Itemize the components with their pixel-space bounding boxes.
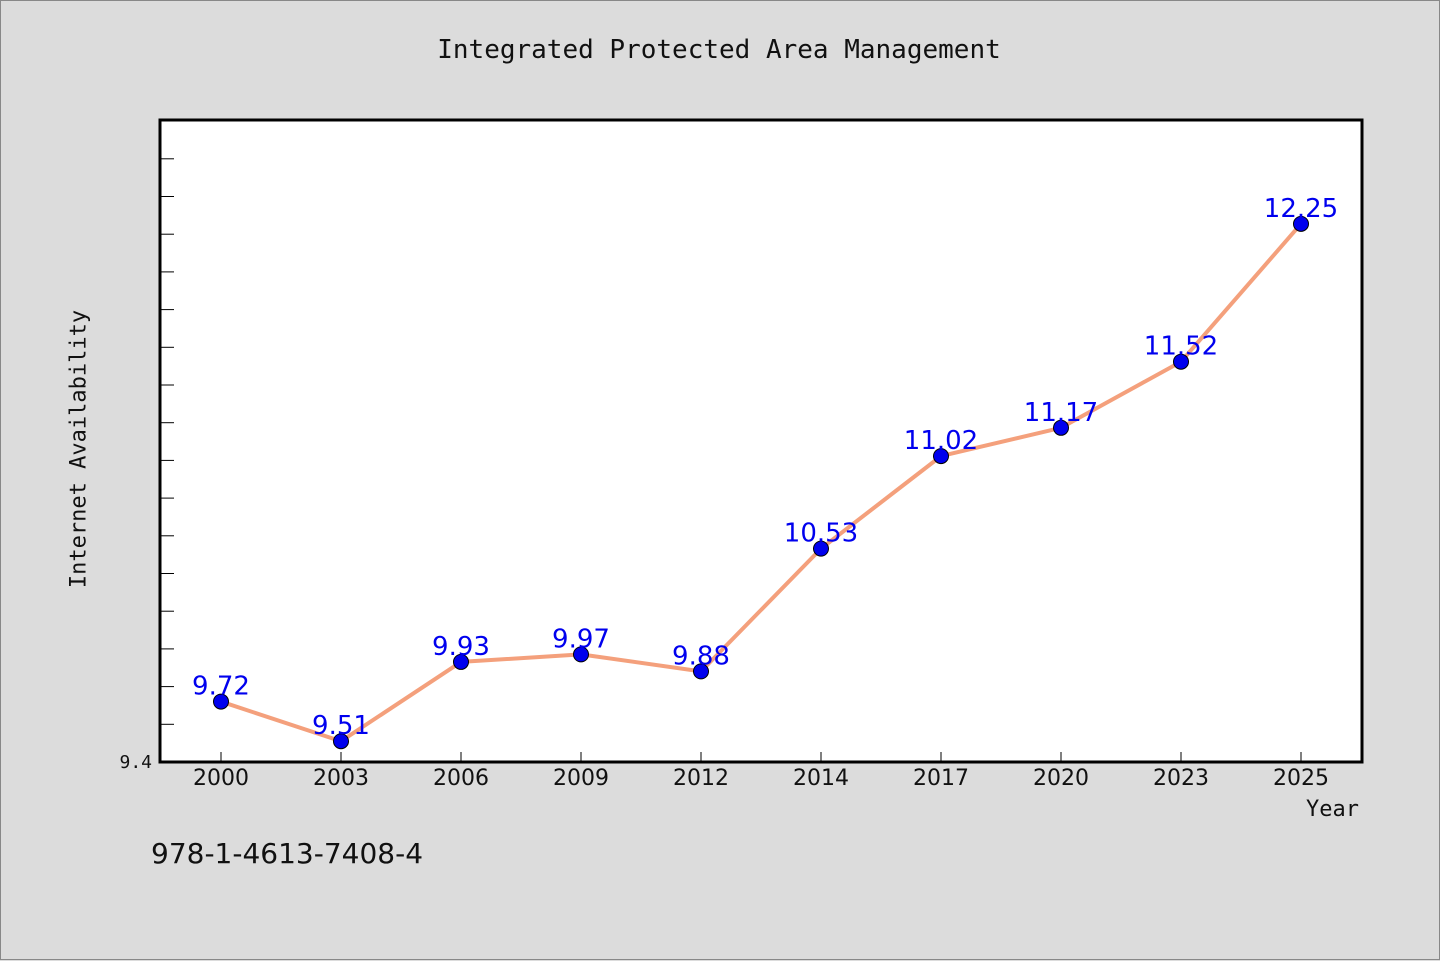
data-label: 9.72 (192, 672, 250, 702)
data-point (1293, 215, 1309, 232)
isbn-text: 978-1-4613-7408-4 (151, 837, 424, 870)
chart-title: Integrated Protected Area Management (437, 35, 1001, 65)
data-point (453, 653, 469, 670)
data-label: 9.88 (672, 641, 730, 671)
data-label: 11.52 (1144, 332, 1218, 362)
data-label: 12.25 (1264, 194, 1338, 224)
x-tick-label: 2025 (1273, 766, 1329, 791)
data-point (333, 733, 349, 750)
x-tick-label: 2009 (553, 766, 609, 791)
x-tick-label: 2000 (193, 766, 249, 791)
x-tick-label: 2003 (313, 766, 369, 791)
y-tick-label: 9.4 (119, 752, 152, 773)
x-tick-label: 2006 (433, 766, 489, 791)
data-point (1053, 419, 1069, 436)
x-tick-label: 2012 (673, 766, 729, 791)
x-tick-label: 2017 (913, 766, 969, 791)
data-label: 9.51 (312, 711, 370, 741)
x-tick-label: 2023 (1153, 766, 1209, 791)
data-point (693, 663, 709, 680)
data-label: 11.17 (1024, 398, 1098, 428)
series-line (220, 222, 1303, 744)
data-label: 11.02 (904, 426, 978, 456)
data-point (573, 646, 589, 663)
data-label: 10.53 (784, 519, 858, 549)
data-point (213, 693, 229, 710)
x-tick-label: 2014 (793, 766, 849, 791)
data-label: 9.93 (432, 632, 490, 662)
data-point (933, 448, 949, 465)
plot-area (158, 118, 1364, 764)
data-point (1173, 353, 1189, 370)
data-label: 9.97 (552, 624, 610, 654)
data-point (813, 540, 829, 557)
x-axis-label: Year (1306, 797, 1359, 822)
x-tick-label: 2020 (1033, 766, 1089, 791)
